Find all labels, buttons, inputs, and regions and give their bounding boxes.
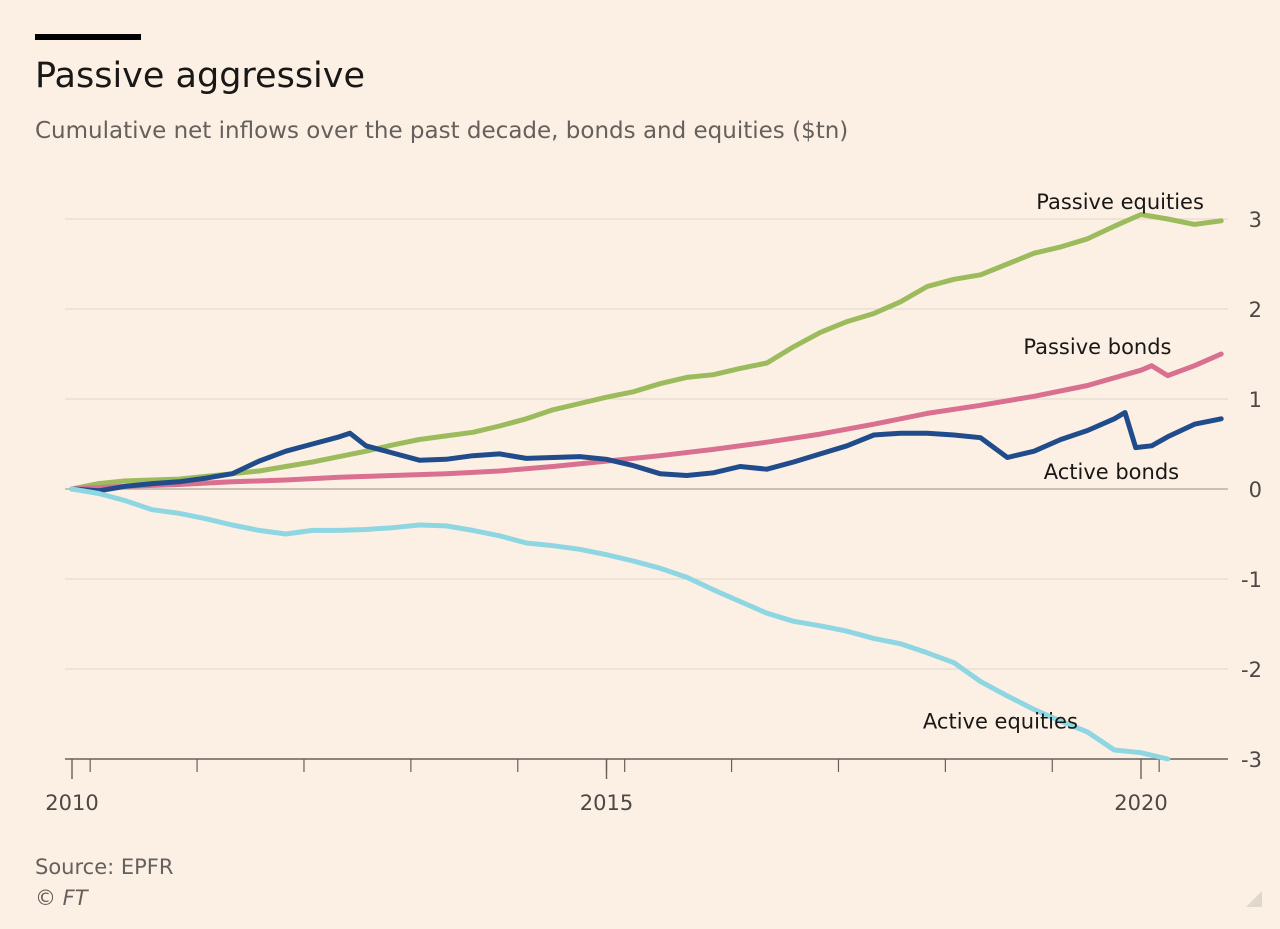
series-label-passive-equities: Passive equities xyxy=(1036,190,1204,214)
x-tick-label: 2020 xyxy=(1114,791,1167,815)
series-line-passive-equities xyxy=(69,212,1224,492)
y-tick-label: -3 xyxy=(1241,748,1262,772)
series-labels: Passive equities Passive bonds Active bond… xyxy=(923,190,1204,733)
series-line-active-bonds xyxy=(69,410,1224,494)
copyright-note: © FT xyxy=(35,886,88,910)
series-line-active-equities xyxy=(69,486,1171,762)
x-tick-label: 2015 xyxy=(580,791,633,815)
source-note: Source: EPFR xyxy=(35,855,174,879)
y-tick-label: -1 xyxy=(1241,568,1262,592)
page-title: Passive aggressive xyxy=(35,56,366,96)
y-tick-label: -2 xyxy=(1241,658,1262,682)
y-tick-label: 1 xyxy=(1249,388,1262,412)
series-label-passive-bonds: Passive bonds xyxy=(1023,335,1171,359)
y-axis: 3 2 1 0 -1 -2 -3 xyxy=(1241,208,1262,772)
page-subtitle: Cumulative net inflows over the past dec… xyxy=(35,118,849,144)
y-tick-label: 2 xyxy=(1249,298,1262,322)
y-tick-label: 3 xyxy=(1249,208,1262,232)
series-label-active-bonds: Active bonds xyxy=(1044,460,1179,484)
y-tick-label: 0 xyxy=(1249,478,1262,502)
title-rule xyxy=(35,34,141,40)
resize-handle-icon[interactable] xyxy=(1246,891,1262,907)
series-line-passive-bonds xyxy=(69,351,1224,492)
x-axis: 2010 2015 2020 xyxy=(45,759,1168,815)
gridlines xyxy=(65,218,1228,760)
series-lines xyxy=(69,212,1224,762)
series-label-active-equities: Active equities xyxy=(923,709,1078,733)
x-tick-label: 2010 xyxy=(45,791,98,815)
